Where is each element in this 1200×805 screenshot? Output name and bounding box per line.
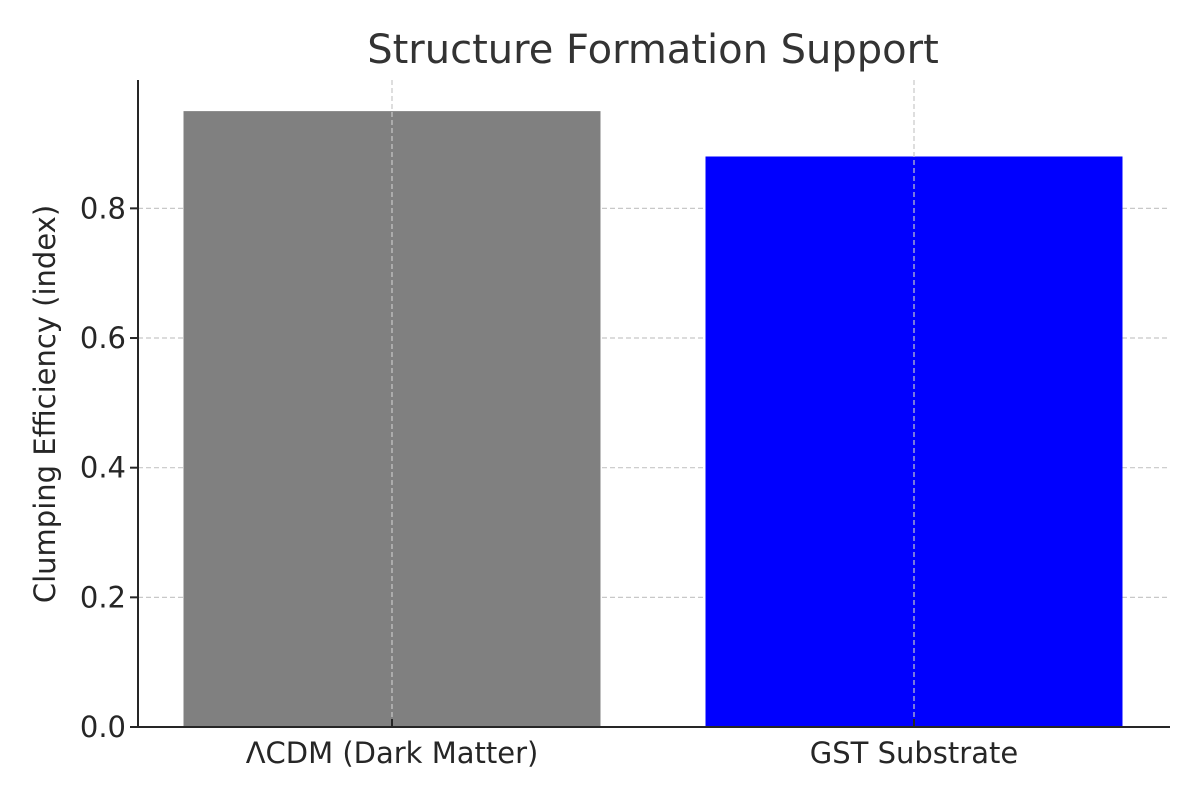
ticks-layer: 0.0 0.2 0.4 0.6 0.8 ΛCDM (Dark Matter) GST Sub… bbox=[80, 191, 1018, 770]
x-tick-label: GST Substrate bbox=[810, 736, 1018, 770]
x-tick-label: ΛCDM (Dark Matter) bbox=[246, 736, 539, 770]
chart-title: Structure Formation Support bbox=[367, 27, 939, 73]
y-tick-label: 0.4 bbox=[80, 451, 126, 485]
bars-layer bbox=[183, 111, 1123, 728]
y-tick-label: 0.6 bbox=[80, 321, 126, 355]
vertical-grid-layer bbox=[391, 80, 915, 727]
y-tick-label: 0.8 bbox=[80, 191, 126, 225]
y-tick-label: 0.0 bbox=[80, 710, 126, 744]
y-axis-label: Clumping Efficiency (index) bbox=[28, 205, 62, 603]
y-tick-label: 0.2 bbox=[80, 580, 126, 614]
axes-layer bbox=[137, 80, 1170, 728]
